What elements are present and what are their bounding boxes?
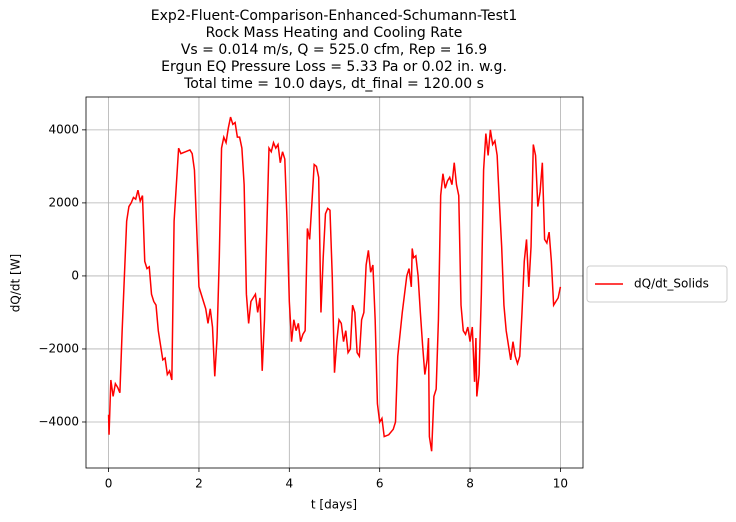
legend-box	[586, 265, 728, 303]
x-axis-label: t [days]	[311, 498, 357, 512]
x-tick-label: 6	[376, 477, 384, 491]
y-tick-label: 2000	[48, 195, 79, 209]
y-tick-label: 4000	[48, 122, 79, 136]
x-tick-label: 2	[195, 477, 203, 491]
y-axis-label: dQ/dt [W]	[9, 254, 23, 312]
x-tick-label: 8	[466, 477, 474, 491]
y-tick-label: −4000	[38, 414, 79, 428]
y-tick-label: 0	[71, 268, 79, 282]
legend-label: dQ/dt_Solids	[634, 277, 709, 291]
chart-title: Rock Mass Heating and Cooling Rate	[206, 25, 463, 41]
chart-title: Total time = 10.0 days, dt_final = 120.0…	[183, 76, 484, 92]
x-tick-label: 0	[105, 477, 113, 491]
y-tick-label: −2000	[38, 341, 79, 355]
chart-title: Vs = 0.014 m/s, Q = 525.0 cfm, Rep = 16.…	[181, 42, 487, 58]
axes-frame	[85, 96, 584, 469]
x-tick-label: 10	[553, 477, 568, 491]
chart-title: Ergun EQ Pressure Loss = 5.33 Pa or 0.02…	[161, 59, 507, 75]
data-line	[107, 116, 562, 452]
chart-title: Exp2-Fluent-Comparison-Enhanced-Schumann…	[151, 8, 518, 24]
x-tick-label: 4	[285, 477, 293, 491]
